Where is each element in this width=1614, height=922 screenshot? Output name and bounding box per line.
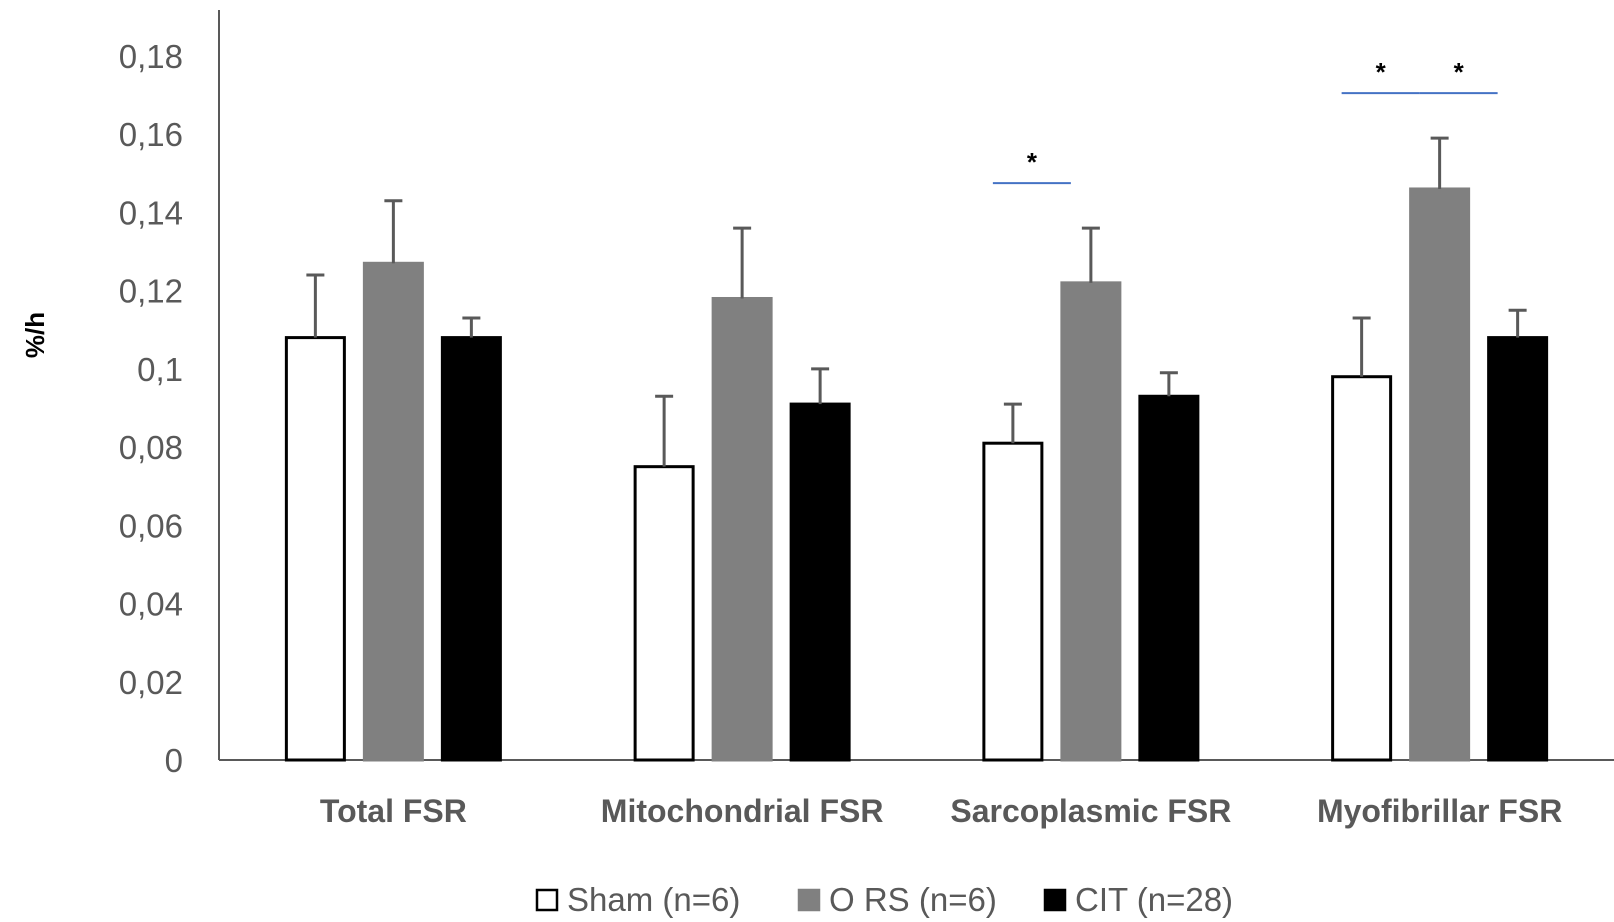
legend-item: CIT (n=28) [1043, 881, 1233, 918]
bar [284, 336, 346, 762]
legend-swatch [535, 888, 559, 912]
bars [284, 187, 1549, 762]
legend-swatch [1043, 888, 1067, 912]
category-label: Sarcoplasmic FSR [950, 793, 1231, 829]
bar [362, 261, 424, 762]
significance-star: * [1027, 147, 1038, 177]
y-tick-label: 0,12 [119, 273, 183, 310]
legend-label: O RS (n=6) [829, 881, 997, 918]
bar [1060, 281, 1122, 762]
y-tick-label: 0,08 [119, 429, 183, 466]
y-axis-label: %/h [20, 312, 50, 358]
significance-star: * [1454, 57, 1465, 87]
y-axis-ticks: 0 0,02 0,04 0,06 0,08 0,1 0,12 0,14 0,16 0,18 [119, 38, 183, 779]
legend-label: Sham (n=6) [567, 881, 740, 918]
error-bars [306, 136, 1527, 467]
y-tick-label: 0,18 [119, 38, 183, 75]
legend-swatch [797, 888, 821, 912]
y-tick-label: 0 [165, 742, 183, 779]
significance-markers: * * * [992, 57, 1498, 185]
bar [711, 296, 773, 762]
y-tick-label: 0,14 [119, 194, 183, 231]
y-tick-label: 0,16 [119, 116, 183, 153]
legend-label: CIT (n=28) [1075, 881, 1233, 918]
category-label: Total FSR [320, 793, 467, 829]
category-label: Myofibrillar FSR [1317, 793, 1562, 829]
bar [1138, 394, 1200, 762]
legend: Sham (n=6) O RS (n=6) CIT (n=28) [535, 881, 1233, 918]
bar [633, 465, 695, 762]
y-tick-label: 0,06 [119, 507, 183, 544]
y-tick-label: 0,1 [137, 351, 183, 388]
bar [1487, 336, 1549, 762]
legend-item: Sham (n=6) [535, 881, 740, 918]
bar [440, 336, 502, 762]
bar [789, 402, 851, 762]
category-label: Mitochondrial FSR [601, 793, 884, 829]
significance-star: * [1376, 57, 1387, 87]
category-labels: Total FSR Mitochondrial FSR Sarcoplasmic F… [320, 793, 1562, 829]
y-tick-label: 0,02 [119, 664, 183, 701]
bar [982, 441, 1044, 762]
legend-item: O RS (n=6) [797, 881, 997, 918]
bar [1331, 375, 1393, 762]
y-tick-label: 0,04 [119, 586, 183, 623]
bar [1409, 187, 1471, 762]
